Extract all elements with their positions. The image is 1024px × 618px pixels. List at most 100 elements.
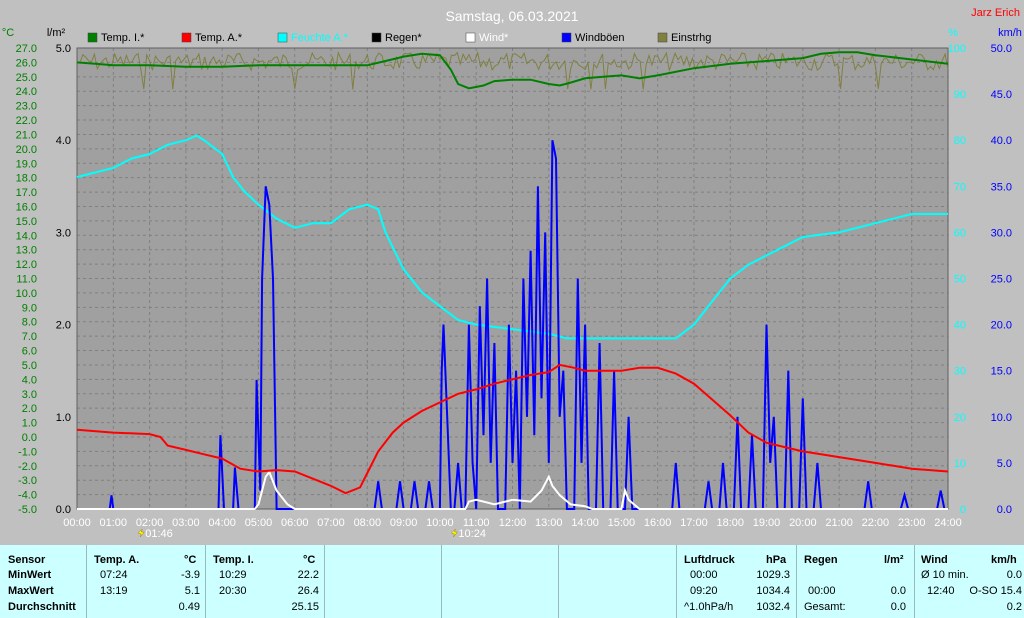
legend-swatch [181,32,192,43]
temp-i-unit: °C [303,554,316,566]
legend-label: Windböen [575,32,625,44]
row-max-label: MaxWert [8,585,54,597]
time-tick-label: 11:00 [463,517,490,529]
time-tick-label: 24:00 [934,517,962,529]
sensor-header: Sensor [8,554,46,566]
hum-tick-label: 0 [960,504,966,516]
wind-max-val: O-SO 15.4 [969,585,1022,597]
wind-max-time: 12:40 [927,585,955,597]
time-tick-label: 12:00 [499,517,527,529]
temp-tick-label: 13.0 [16,245,37,257]
wind-tick-label: 25.0 [991,274,1012,286]
time-tick-label: 18:00 [716,517,744,529]
time-tick-label: 15:00 [608,517,636,529]
legend-swatch [277,32,288,43]
time-tick-label: 21:00 [825,517,853,529]
temp-tick-label: 21.0 [16,129,37,141]
legend-swatch [371,32,382,43]
temp-tick-label: 19.0 [16,158,37,170]
pressure-max-val: 1034.4 [756,585,790,597]
time-tick-label: 22:00 [862,517,890,529]
temp-tick-label: 18.0 [16,173,37,185]
wind-tick-label: 45.0 [991,89,1012,101]
temp-tick-label: 12.0 [16,259,37,271]
rain-header: Regen [804,554,838,566]
sun-marker-label: 10:24 [458,528,486,540]
rain-max-val: 0.0 [890,585,906,597]
legend-label: Feuchte A.* [291,32,349,44]
temp-a-max-time: 13:19 [100,585,128,597]
pressure-min-val: 1029.3 [756,569,790,581]
axis-unit-hum: % [948,27,958,39]
hum-tick-label: 40 [954,320,966,332]
chart-title: Samstag, 06.03.2021 [445,8,578,24]
wind-tick-label: 40.0 [991,135,1012,147]
series-line-tempi [76,51,949,90]
temp-tick-label: 2.0 [22,403,37,415]
temp-a-min-val: -3.9 [181,569,200,581]
row-avg-label: Durchschnitt [8,601,76,613]
hum-tick-label: 100 [948,43,966,55]
rain-tick-label: 0.0 [56,504,71,516]
rain-total-label: Gesamt: [804,601,846,613]
legend-label: Temp. A.* [195,32,243,44]
temp-tick-label: 5.0 [22,360,37,372]
legend-swatch [87,32,98,43]
temp-tick-label: 23.0 [16,101,37,113]
temp-tick-label: 10.0 [16,288,37,300]
sun-marker-icon [137,528,145,538]
time-tick-label: 05:00 [245,517,273,529]
hum-tick-label: 90 [954,89,966,101]
wind-avg10-label: Ø 10 min. [921,569,969,581]
wind-tick-label: 30.0 [991,227,1012,239]
wind-tick-label: 50.0 [991,43,1012,55]
hum-tick-label: 10 [954,458,966,470]
pressure-avg-val: 1032.4 [756,601,790,613]
hum-tick-label: 30 [954,366,966,378]
hum-tick-label: 80 [954,135,966,147]
time-tick-label: 20:00 [789,517,817,529]
temp-tick-label: 9.0 [22,302,37,314]
temp-a-header: Temp. A. [94,554,140,566]
time-tick-label: 06:00 [281,517,309,529]
temp-tick-label: -4.0 [18,490,37,502]
hum-tick-label: 50 [954,274,966,286]
time-tick-label: 03:00 [172,517,200,529]
author-label: Jarz Erich [971,7,1020,19]
temp-tick-label: 17.0 [16,187,37,199]
time-tick-label: 19:00 [753,517,781,529]
wind-tick-label: 15.0 [991,366,1012,378]
rain-total-val: 0.0 [890,601,906,613]
pressure-trend: ^1.0hPa/h [684,601,734,613]
hum-tick-label: 70 [954,181,966,193]
temp-tick-label: 20.0 [16,144,37,156]
weather-chart: 27.0 26.0 25.0 24.0 23.0 22.0 21.0 20.0 19.0 18.0… [1,7,1022,540]
temp-a-min-time: 07:24 [100,569,128,581]
wind-header: Wind [921,554,948,566]
time-tick-label: 17:00 [680,517,708,529]
wind-avg-val: 0.2 [1006,601,1022,613]
temp-tick-label: -5.0 [18,504,37,516]
wind-unit: km/h [991,554,1017,566]
temp-i-avg-val: 25.15 [291,601,319,613]
wind-tick-label: 20.0 [991,320,1012,332]
legend-swatch [465,32,476,43]
time-tick-label: 13:00 [535,517,563,529]
wind-tick-label: 0.0 [997,504,1012,516]
temp-tick-label: 26.0 [16,57,37,69]
axis-unit-rain: l/m² [47,27,66,39]
time-tick-label: 10:00 [426,517,454,529]
temp-tick-label: 8.0 [22,317,37,329]
temp-tick-label: 0.0 [22,432,37,444]
time-tick-label: 02:00 [136,517,164,529]
wind-avg10-val: 0.0 [1006,569,1022,581]
temp-i-max-val: 26.4 [297,585,319,597]
rain-tick-label: 2.0 [56,320,71,332]
series-line-wind [77,470,948,510]
sun-marker-label: 01:46 [145,528,173,540]
time-tick-label: 04:00 [208,517,236,529]
temp-tick-label: 7.0 [22,331,37,343]
time-tick-label: 08:00 [354,517,382,529]
temp-tick-label: 6.0 [22,346,37,358]
temp-tick-label: 3.0 [22,389,37,401]
